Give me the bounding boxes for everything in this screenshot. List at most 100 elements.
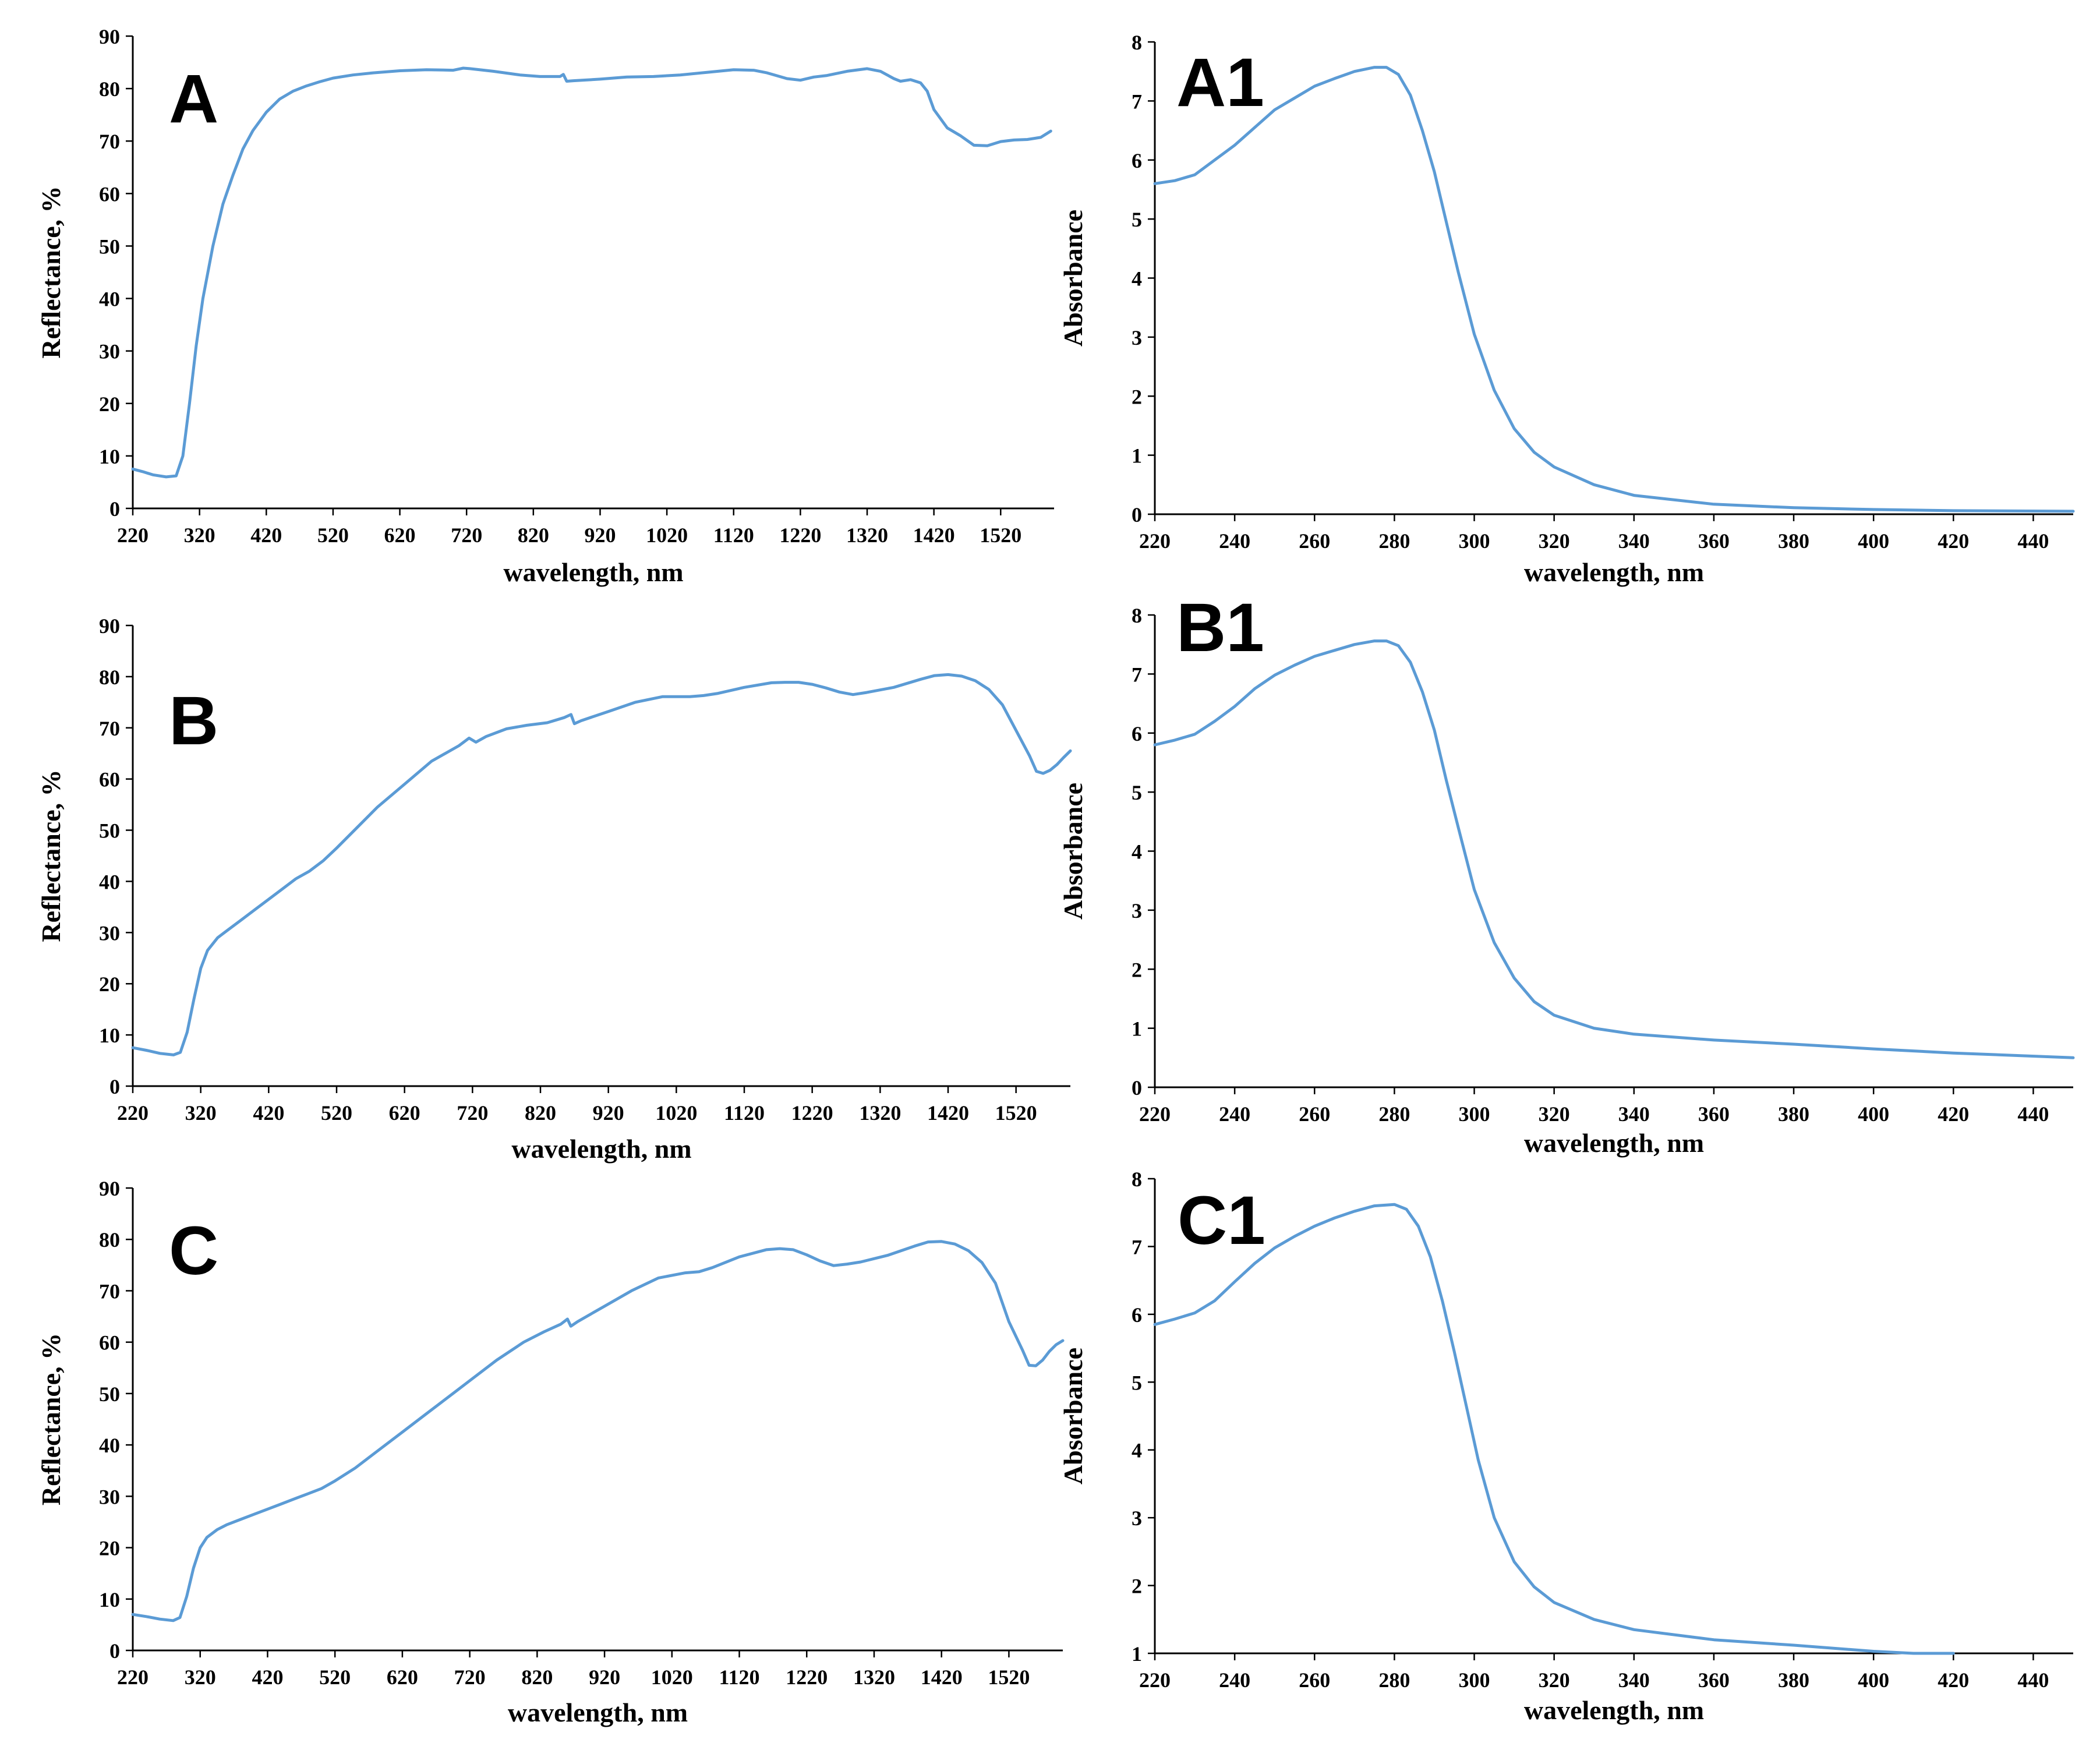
x-tick-label: 440 bbox=[2017, 1668, 2049, 1692]
x-tick-label: 220 bbox=[1139, 529, 1171, 553]
x-tick-label: 280 bbox=[1378, 1102, 1410, 1126]
x-tick-label: 520 bbox=[321, 1101, 352, 1125]
y-tick-label: 1 bbox=[1132, 444, 1142, 468]
x-tick-label: 520 bbox=[317, 524, 349, 547]
y-tick-label: 10 bbox=[99, 445, 120, 468]
x-tick-label: 420 bbox=[252, 1666, 283, 1689]
x-tick-label: 240 bbox=[1219, 529, 1250, 553]
y-tick-label: 7 bbox=[1132, 1235, 1142, 1258]
panel-b1: 0 1 2 3 4 5 6 7 8 220 240 260 280 300 320 340 360 380 400 4… bbox=[1058, 589, 2075, 1158]
y-tick-label: 20 bbox=[99, 973, 120, 996]
x-tick-label: 220 bbox=[117, 524, 149, 547]
x-tick-label: 400 bbox=[1858, 1668, 1889, 1692]
y-tick-label: 60 bbox=[99, 768, 120, 791]
x-tick-label: 1120 bbox=[719, 1666, 760, 1689]
panel-a1: 0 1 2 3 4 5 6 7 8 220 240 260 280 300 320 340 360 380 400 4… bbox=[1058, 31, 2075, 587]
y-tick-label: 6 bbox=[1132, 722, 1142, 745]
x-tick-label: 620 bbox=[384, 524, 416, 547]
y-tick-label: 40 bbox=[99, 870, 120, 893]
x-axis-title: wavelength, nm bbox=[1524, 1128, 1704, 1158]
y-tick-label: 7 bbox=[1132, 90, 1142, 113]
x-axis-title: wavelength, nm bbox=[1524, 557, 1704, 587]
y-tick-label: 80 bbox=[99, 77, 120, 101]
x-tick-label: 1120 bbox=[724, 1101, 765, 1125]
panel-c1: 1 2 3 4 5 6 7 8 220 240 260 280 300 320 340 360 380 400 42… bbox=[1058, 1168, 2073, 1725]
x-tick-label: 820 bbox=[525, 1101, 556, 1125]
panel-label: B bbox=[169, 683, 218, 759]
x-tick-label: 400 bbox=[1858, 1102, 1889, 1126]
x-tick-label: 1220 bbox=[791, 1101, 833, 1125]
y-tick-label: 3 bbox=[1132, 899, 1142, 922]
x-tick-label: 1520 bbox=[995, 1101, 1037, 1125]
x-tick-label: 720 bbox=[457, 1101, 488, 1125]
y-tick-label: 50 bbox=[99, 819, 120, 843]
x-tick-label: 920 bbox=[589, 1666, 620, 1689]
x-tick-label: 220 bbox=[1139, 1102, 1171, 1126]
x-tick-label: 420 bbox=[1938, 1102, 1969, 1126]
x-tick-label: 360 bbox=[1698, 529, 1730, 553]
y-tick-label: 50 bbox=[99, 235, 120, 258]
y-tick-label: 60 bbox=[99, 182, 120, 206]
panel-label: B1 bbox=[1176, 589, 1264, 666]
y-tick-label: 80 bbox=[99, 1228, 120, 1252]
x-tick-label: 380 bbox=[1778, 1102, 1809, 1126]
y-tick-label: 30 bbox=[99, 340, 120, 363]
x-tick-label: 300 bbox=[1459, 1668, 1490, 1692]
y-tick-label: 2 bbox=[1132, 958, 1142, 981]
x-tick-label: 280 bbox=[1378, 529, 1410, 553]
y-axis-title: Absorbance bbox=[1058, 210, 1088, 347]
panel-label: C bbox=[169, 1212, 218, 1289]
y-tick-label: 3 bbox=[1132, 1507, 1142, 1530]
y-tick-label: 6 bbox=[1132, 149, 1142, 172]
spectrum-line bbox=[131, 66, 1052, 479]
x-axis-title: wavelength, nm bbox=[503, 557, 683, 587]
y-tick-label: 2 bbox=[1132, 385, 1142, 408]
x-tick-label: 380 bbox=[1778, 529, 1809, 553]
x-tick-label: 1020 bbox=[655, 1101, 697, 1125]
y-tick-label: 90 bbox=[99, 1177, 120, 1200]
x-axis-title: wavelength, nm bbox=[1524, 1695, 1704, 1725]
x-tick-label: 360 bbox=[1698, 1102, 1730, 1126]
y-tick-label: 5 bbox=[1132, 781, 1142, 804]
x-tick-label: 1520 bbox=[988, 1666, 1030, 1689]
x-tick-label: 1420 bbox=[921, 1666, 963, 1689]
x-tick-label: 320 bbox=[1539, 529, 1570, 553]
y-tick-label: 0 bbox=[109, 1075, 120, 1098]
panel-label: C1 bbox=[1178, 1182, 1265, 1259]
y-tick-label: 0 bbox=[1132, 1076, 1142, 1100]
x-tick-label: 1120 bbox=[713, 524, 754, 547]
y-tick-label: 8 bbox=[1132, 604, 1142, 627]
y-tick-label: 2 bbox=[1132, 1575, 1142, 1598]
x-tick-label: 320 bbox=[184, 524, 215, 547]
y-tick-label: 30 bbox=[99, 921, 120, 945]
x-tick-label: 1420 bbox=[927, 1101, 969, 1125]
x-tick-label: 340 bbox=[1618, 529, 1650, 553]
x-tick-label: 340 bbox=[1618, 1668, 1650, 1692]
x-tick-label: 1020 bbox=[646, 524, 688, 547]
y-tick-label: 8 bbox=[1132, 31, 1142, 54]
y-axis-title: Absorbance bbox=[1058, 783, 1088, 920]
y-tick-label: 8 bbox=[1132, 1168, 1142, 1191]
y-tick-label: 90 bbox=[99, 614, 120, 638]
x-tick-label: 260 bbox=[1299, 1102, 1330, 1126]
spectrum-line bbox=[1153, 639, 2075, 1059]
y-tick-label: 0 bbox=[109, 497, 120, 521]
x-tick-label: 320 bbox=[185, 1101, 217, 1125]
spectrum-line bbox=[1153, 66, 2075, 513]
panel-label: A1 bbox=[1176, 44, 1264, 121]
y-tick-label: 0 bbox=[109, 1639, 120, 1663]
spectrum-line bbox=[131, 673, 1072, 1056]
x-tick-label: 1020 bbox=[651, 1666, 693, 1689]
x-tick-label: 440 bbox=[2017, 1102, 2049, 1126]
y-tick-label: 4 bbox=[1132, 267, 1142, 291]
x-tick-label: 400 bbox=[1858, 529, 1889, 553]
x-tick-label: 220 bbox=[117, 1101, 149, 1125]
y-axis-title: Reflectance, % bbox=[36, 186, 66, 358]
x-tick-label: 260 bbox=[1299, 529, 1330, 553]
x-tick-label: 720 bbox=[451, 524, 482, 547]
x-tick-label: 1320 bbox=[846, 524, 888, 547]
x-tick-label: 1320 bbox=[859, 1101, 901, 1125]
x-tick-label: 820 bbox=[521, 1666, 553, 1689]
